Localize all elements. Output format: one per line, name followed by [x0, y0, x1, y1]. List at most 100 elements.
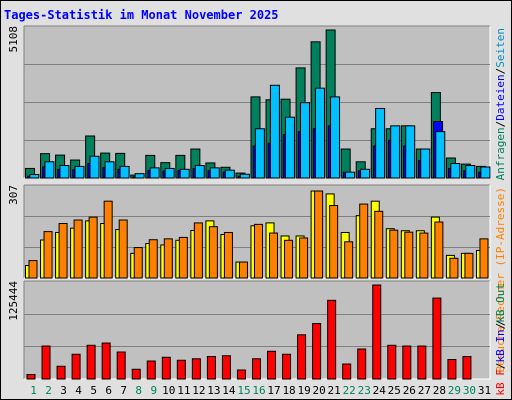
besuche-bar: [178, 236, 188, 279]
seiten-bar: [269, 84, 280, 179]
seiten-bar: [330, 96, 341, 179]
besuche-bar: [359, 203, 369, 279]
kbyte-bar: [191, 358, 201, 380]
seiten-bar: [375, 107, 386, 179]
y-axis-max-label: 125444: [7, 281, 20, 321]
kbyte-bar: [297, 334, 307, 380]
kbyte-bar: [146, 360, 156, 380]
legend-entry: Seiten: [494, 28, 507, 68]
x-axis-day-label: 2: [45, 384, 52, 397]
besuche-bar: [404, 231, 414, 279]
kbyte-bar: [372, 284, 382, 380]
besuche-bar: [299, 237, 309, 279]
kbyte-bar: [357, 348, 367, 380]
besuche-bar: [269, 232, 279, 279]
x-axis-day-label: 29: [448, 384, 461, 397]
seiten-bar: [254, 128, 265, 179]
seiten-bar: [420, 148, 431, 179]
seiten-bar: [59, 165, 70, 179]
x-axis-day-label: 9: [150, 384, 157, 397]
x-axis-day-label: 7: [120, 384, 127, 397]
besuche-bar: [284, 239, 294, 279]
seiten-bar: [405, 125, 416, 179]
seiten-bar: [134, 173, 145, 179]
seiten-bar: [360, 168, 371, 179]
besuche-bar: [193, 222, 203, 279]
kbyte-bar: [417, 345, 427, 380]
kbyte-bar: [26, 374, 36, 380]
seiten-bar: [435, 131, 446, 179]
x-axis-day-label: 6: [105, 384, 112, 397]
kbyte-bar: [71, 353, 81, 380]
besuche-bar: [389, 229, 399, 279]
besuche-bar: [434, 221, 444, 279]
besuche-bar: [163, 238, 173, 279]
kbyte-bar: [312, 323, 322, 380]
besuche-bar: [479, 238, 489, 279]
x-axis-day-label: 10: [162, 384, 175, 397]
besuche-bar: [73, 219, 83, 279]
kbyte-bar: [267, 350, 277, 380]
besuche-bar: [238, 261, 248, 279]
legend-entry: /: [494, 323, 507, 330]
besuche-bar: [43, 231, 53, 279]
seiten-bar: [299, 102, 310, 179]
kbyte-bar: [251, 358, 261, 380]
besuche-bar: [208, 226, 218, 279]
seiten-bar: [164, 167, 175, 179]
kbyte-bar: [176, 359, 186, 380]
y-axis-max-label: 5108: [7, 26, 20, 53]
x-axis-day-label: 24: [373, 384, 387, 397]
y-axis-max-label: 307: [7, 185, 20, 205]
seiten-bar: [390, 125, 401, 179]
x-axis-day-label: 28: [433, 384, 446, 397]
seiten-bar: [465, 165, 476, 179]
chart-title: Tages-Statistik im Monat November 2025: [4, 8, 279, 22]
seiten-bar: [104, 161, 115, 179]
besuche-bar: [133, 247, 143, 279]
x-axis-day-label: 26: [403, 384, 416, 397]
x-axis-day-label: 8: [135, 384, 142, 397]
x-axis-day-label: 23: [358, 384, 371, 397]
seiten-bar: [119, 165, 130, 179]
x-axis-day-label: 4: [75, 384, 82, 397]
seiten-bar: [194, 165, 205, 179]
kbyte-bar: [342, 363, 352, 380]
seiten-bar: [315, 87, 326, 179]
x-axis-day-label: 30: [463, 384, 476, 397]
seiten-bar: [89, 155, 100, 179]
x-axis-day-label: 20: [313, 384, 326, 397]
besuche-bar: [253, 223, 263, 279]
legend-entry: Anfragen: [494, 127, 507, 180]
x-axis-day-label: 15: [237, 384, 250, 397]
kbyte-bar: [161, 356, 171, 380]
seiten-bar: [44, 161, 55, 179]
x-axis-day-label: 3: [60, 384, 67, 397]
kbyte-bar: [387, 344, 397, 380]
seiten-bar: [239, 173, 250, 179]
seiten-bar: [345, 171, 356, 179]
x-axis-day-label: 27: [418, 384, 431, 397]
x-axis-day-label: 1: [30, 384, 37, 397]
kbyte-bar: [432, 297, 442, 380]
x-axis-day-label: 13: [207, 384, 220, 397]
seiten-bar: [179, 168, 190, 179]
besuche-bar: [148, 239, 158, 279]
besuche-bar: [58, 222, 68, 279]
x-axis-day-label: 31: [478, 384, 491, 397]
legend-entry: /: [494, 319, 507, 326]
legend-label: Anfragen/Dateien/Seiten: [494, 28, 507, 180]
x-axis-day-label: 17: [267, 384, 280, 397]
kbyte-bar: [101, 342, 111, 380]
legend-entry: /: [494, 363, 507, 370]
legend-entry: Rechner (IP-Adresse): [494, 187, 507, 319]
kbyte-bar: [402, 345, 412, 380]
besuche-bar: [419, 232, 429, 279]
besuche-bar: [103, 200, 113, 279]
x-axis-day-label: 14: [222, 384, 236, 397]
besuche-bar: [344, 241, 354, 279]
kbyte-bar: [206, 356, 216, 380]
seiten-bar: [224, 169, 235, 179]
seiten-bar: [450, 163, 461, 179]
